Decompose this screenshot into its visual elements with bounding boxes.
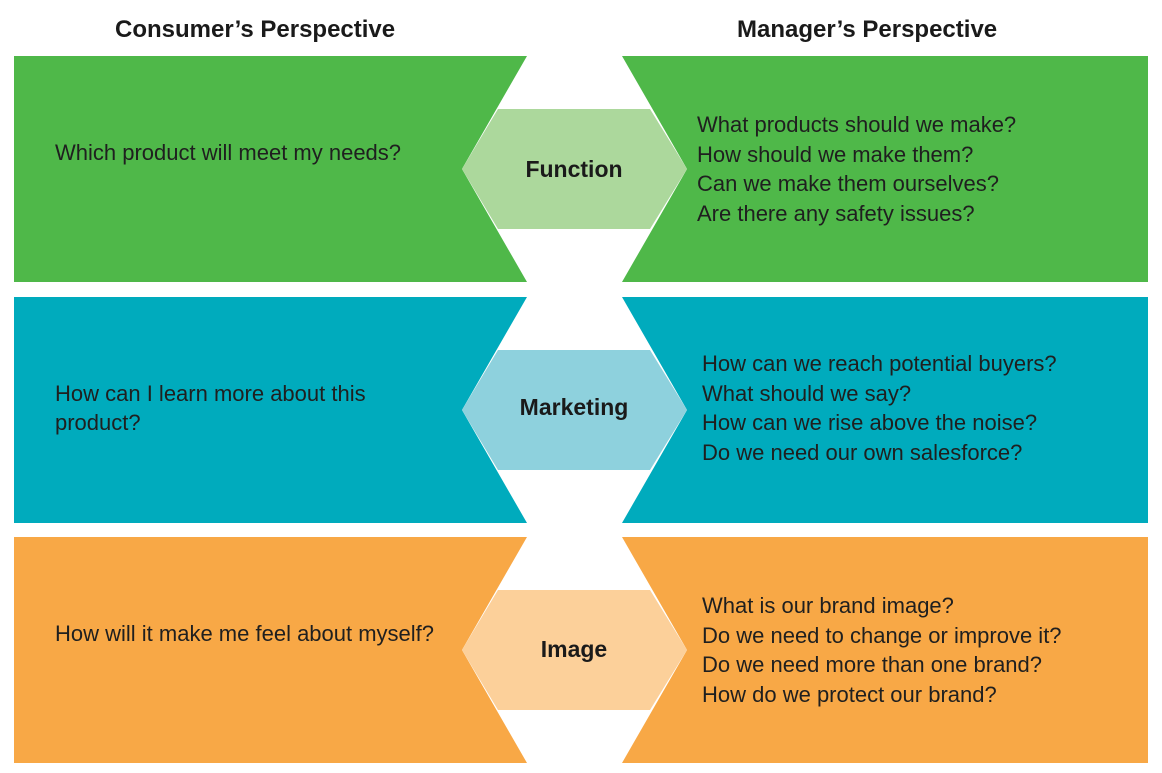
function-manager-panel (622, 56, 1148, 282)
marketing-consumer-panel (14, 297, 527, 523)
marketing-consumer-question: How can I learn more about this product? (55, 381, 366, 435)
image-label: Image (540, 636, 608, 662)
manager-perspective-header: Manager’s Perspective (737, 16, 998, 43)
manager-question: Are there any safety issues? (697, 200, 975, 226)
image-consumer-question: How will it make me feel about myself? (55, 621, 435, 646)
marketing-manager-panel (622, 297, 1148, 523)
marketing-manager-questions: How can we reach potential buyers? What … (702, 349, 1057, 467)
function-label: Function (525, 156, 623, 182)
marketing-row: How can I learn more about this product?… (0, 297, 1162, 523)
image-row-shapes (14, 537, 1148, 763)
manager-question: What is our brand image? (702, 593, 954, 618)
image-row: How will it make me feel about myself? I… (0, 537, 1162, 763)
image-arrow-shape (462, 590, 687, 710)
manager-question: Do we need our own salesforce? (702, 439, 1023, 465)
function-manager-questions: What products should we make? How should… (697, 110, 1016, 228)
manager-question: Do we need to change or improve it? (702, 622, 1062, 648)
function-row: Which product will meet my needs? Functi… (0, 56, 1162, 282)
manager-question: How do we protect our brand? (702, 681, 997, 707)
manager-question: Do we need more than one brand? (702, 652, 1043, 677)
manager-question: How should we make them? (697, 141, 974, 167)
manager-question: How can we reach potential buyers? (702, 351, 1057, 376)
marketing-label: Marketing (519, 394, 629, 420)
marketing-arrow-shape (462, 350, 687, 470)
manager-question: Can we make them ourselves? (697, 171, 1000, 196)
function-row-shapes (14, 56, 1148, 282)
function-consumer-question: Which product will meet my needs? (55, 140, 402, 165)
image-consumer-panel (14, 537, 527, 763)
manager-question: What products should we make? (697, 112, 1017, 137)
image-manager-panel (622, 537, 1148, 763)
manager-question: What should we say? (702, 380, 912, 406)
function-arrow-shape (462, 109, 687, 229)
manager-question: How can we rise above the noise? (702, 410, 1038, 435)
marketing-row-shapes (14, 297, 1148, 523)
consumer-perspective-header: Consumer’s Perspective (115, 16, 396, 43)
image-manager-questions: What is our brand image? Do we need to c… (702, 591, 1062, 709)
function-consumer-panel (14, 56, 527, 282)
